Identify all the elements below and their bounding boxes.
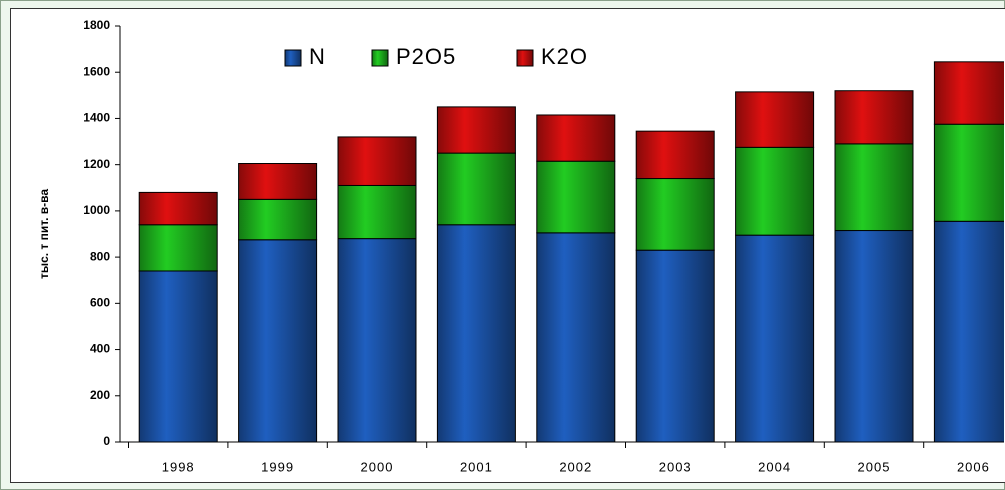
bar-segment [933, 220, 1004, 443]
bar-segment [238, 163, 318, 200]
x-tick-label: 2004 [758, 459, 791, 474]
x-tick-label: 2001 [460, 459, 493, 474]
bar-segment [635, 249, 715, 443]
bar-segment [138, 191, 218, 226]
bar-segment [238, 198, 318, 241]
x-tick-label: 1998 [162, 459, 195, 474]
y-tick-label: 1800 [83, 18, 110, 32]
bar-segment [834, 90, 914, 145]
legend-swatch [371, 49, 389, 67]
legend-label: P2O5 [396, 44, 456, 69]
bar-segment [735, 91, 815, 148]
bar-segment [834, 230, 914, 443]
bar-segment [536, 160, 616, 234]
bar-segment [735, 234, 815, 443]
bar-segment [436, 224, 516, 443]
y-tick-label: 400 [90, 342, 110, 356]
x-tick-label: 2006 [957, 459, 990, 474]
bar-segment [933, 123, 1004, 222]
bar-segment [337, 136, 417, 186]
x-tick-label: 2005 [858, 459, 891, 474]
x-tick-label: 2003 [659, 459, 692, 474]
y-tick-label: 1000 [83, 203, 110, 217]
bar-segment [536, 232, 616, 443]
bar-segment [337, 238, 417, 443]
bar-segment [635, 178, 715, 251]
legend-label: K2O [541, 44, 588, 69]
bar-segment [735, 146, 815, 236]
bar-segment [536, 114, 616, 162]
x-tick-label: 2000 [361, 459, 394, 474]
bar-segment [138, 224, 218, 272]
legend [265, 30, 625, 85]
x-tick-label: 2002 [559, 459, 592, 474]
bar-segment [635, 130, 715, 180]
y-tick-label: 1200 [83, 157, 110, 171]
y-tick-label: 0 [103, 434, 110, 448]
y-tick-label: 200 [90, 388, 110, 402]
bar-segment [238, 239, 318, 443]
y-tick-label: 600 [90, 296, 110, 310]
bar-segment [337, 184, 417, 240]
legend-swatch [284, 49, 302, 67]
bar-segment [933, 61, 1004, 125]
y-tick-label: 1600 [83, 64, 110, 78]
legend-swatch [516, 49, 534, 67]
legend-label: N [309, 44, 326, 69]
y-tick-label: 1400 [83, 111, 110, 125]
bar-segment [436, 152, 516, 226]
bar-segment [436, 106, 516, 154]
y-tick-label: 800 [90, 249, 110, 263]
bar-segment [834, 143, 914, 232]
bar-segment [138, 270, 218, 443]
y-axis-label: тыс. т пит. в-ва [37, 189, 51, 279]
x-tick-label: 1999 [261, 459, 294, 474]
